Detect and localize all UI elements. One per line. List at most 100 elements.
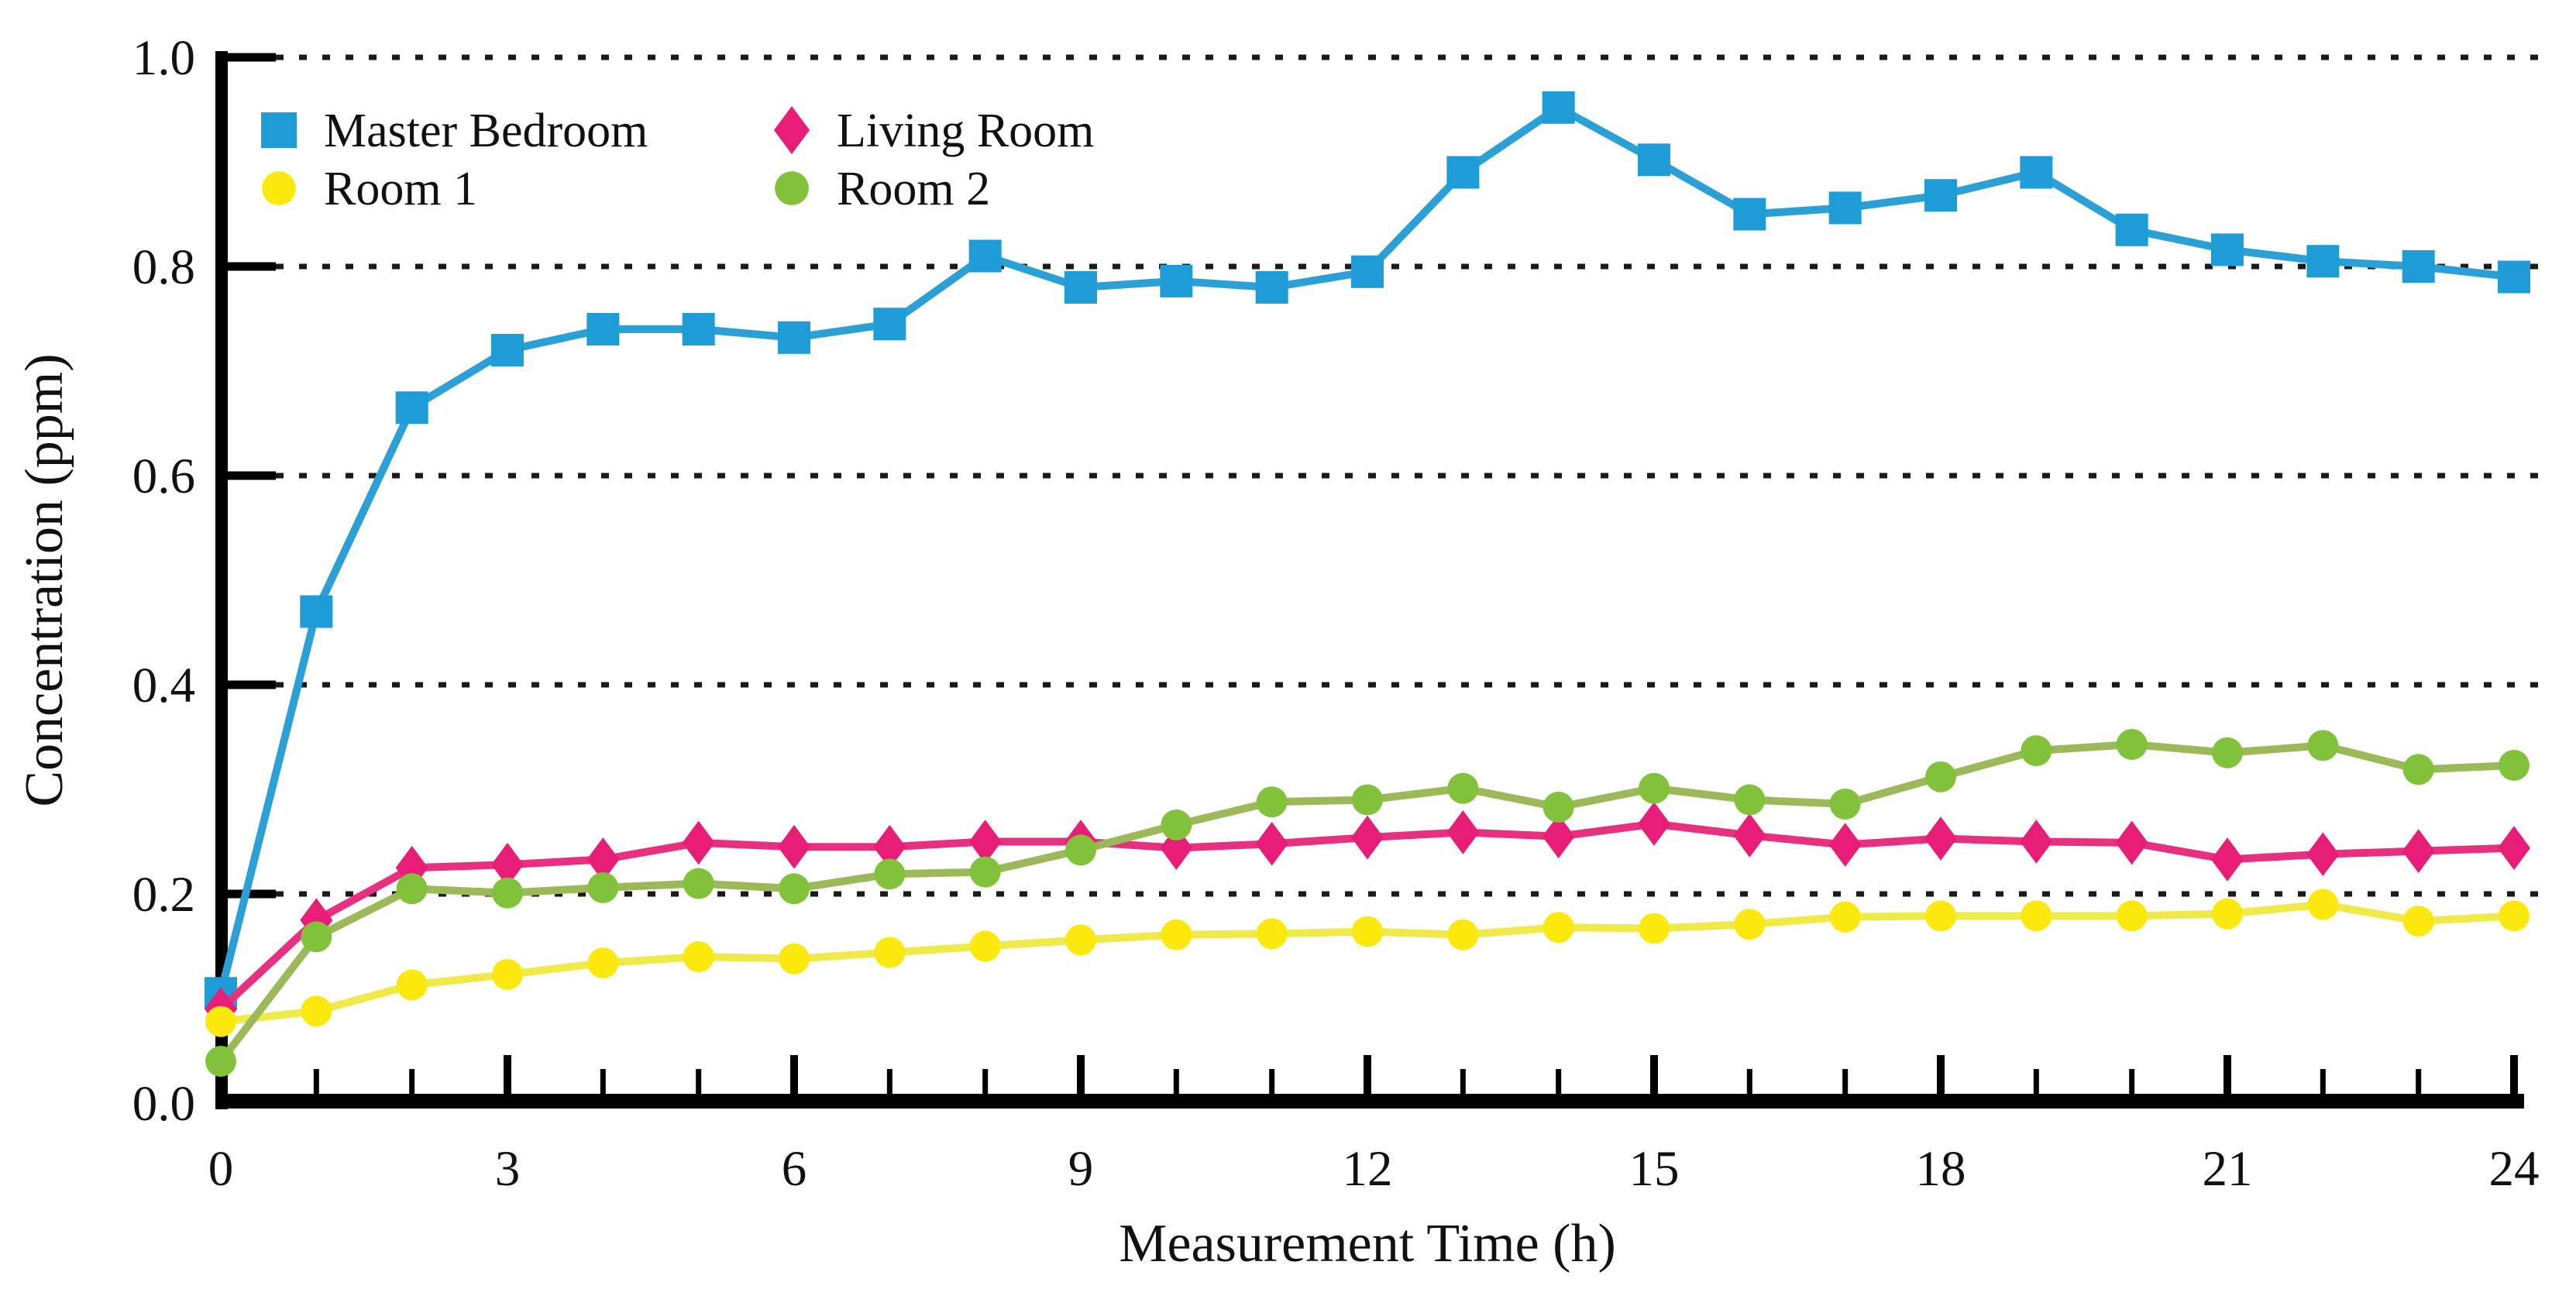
legend-item-room-2: Room 2: [775, 163, 990, 215]
series-living-room-point-5: [682, 820, 715, 865]
series-room-2-point-7: [874, 858, 906, 890]
x-tick-label-21: 21: [2203, 1141, 2253, 1197]
series-room-2-point-20: [2116, 729, 2148, 760]
x-tick-label-24: 24: [2489, 1141, 2540, 1197]
series-room-2-point-19: [2021, 735, 2052, 766]
legend-label-living-room: Living Room: [837, 105, 1094, 157]
series-room-2-point-16: [1734, 784, 1766, 816]
tick-labels: 0.0 0.2 0.4 0.6 0.8 1.0 0 3 6 9 12 15 18 21 24: [132, 30, 2540, 1197]
series-master-bedroom-point-2: [395, 391, 428, 425]
x-axis-spine: [215, 1094, 2524, 1109]
series-living-room-point-23: [2402, 829, 2435, 873]
series-room-1-point-3: [492, 959, 523, 990]
legend-item-master-bedroom: Master Bedroom: [261, 105, 648, 157]
series-room-2-point-5: [683, 868, 714, 899]
series-living-room-point-16: [1733, 813, 1766, 858]
series-room-2-point-10: [1161, 809, 1192, 841]
legend-item-room-1: Room 1: [262, 163, 477, 215]
series-master-bedroom: [205, 91, 2530, 1010]
series-master-bedroom-point-17: [1828, 191, 1862, 225]
series-living-room-point-14: [1542, 814, 1575, 859]
series-room-1-point-1: [301, 995, 332, 1027]
series-room-2-point-6: [779, 873, 810, 905]
series-master-bedroom-point-1: [300, 595, 333, 628]
legend-marker-master-bedroom: [261, 112, 297, 148]
series-room-1-point-16: [1734, 909, 1766, 940]
series-living-room-point-7: [873, 824, 906, 869]
series-room-1-point-12: [1352, 916, 1383, 947]
y-tick-label-0.4: 0.4: [132, 658, 195, 713]
series-living-room-point-22: [2306, 832, 2340, 877]
series-living-room-point-18: [1924, 816, 1957, 861]
series-living-room-point-6: [778, 824, 810, 869]
series-room-1-point-24: [2499, 900, 2530, 932]
series-room-2-point-4: [587, 871, 619, 903]
series-master-bedroom-point-16: [1733, 198, 1766, 231]
gridlines: [229, 54, 2550, 897]
series-room-2-point-18: [1925, 761, 1956, 792]
series-room-1-point-23: [2402, 906, 2434, 937]
y-tick-label-0.2: 0.2: [132, 867, 195, 923]
legend-marker-room-1: [262, 171, 296, 205]
x-tick-label-18: 18: [1916, 1141, 1966, 1197]
series-room-1-point-13: [1447, 919, 1479, 951]
legend-label-room-1: Room 1: [324, 163, 477, 215]
series-living-room-point-19: [2020, 820, 2053, 864]
series-room-2-point-15: [1639, 772, 1670, 804]
legend-marker-room-2: [775, 171, 809, 205]
series-room-1-point-5: [683, 941, 714, 972]
x-tick-label-9: 9: [1068, 1141, 1094, 1197]
series-room-2-point-3: [492, 877, 523, 909]
series-room-2-point-14: [1543, 791, 1574, 823]
series-living-room-point-15: [1638, 802, 1670, 846]
series-room-2-point-11: [1256, 786, 1288, 818]
y-tick-label-0.6: 0.6: [132, 449, 195, 504]
y-axis-spine: [215, 51, 228, 1109]
series-master-bedroom-point-14: [1542, 91, 1575, 124]
series-master-bedroom-point-13: [1446, 156, 1480, 189]
series-room-1-point-9: [1065, 924, 1096, 956]
series-master-bedroom-point-19: [2020, 156, 2053, 189]
legend-label-master-bedroom: Master Bedroom: [324, 105, 648, 157]
series-room-2-point-1: [301, 921, 332, 953]
series-master-bedroom-point-21: [2211, 233, 2244, 266]
x-tick-label-3: 3: [495, 1141, 521, 1197]
series-living-room-point-11: [1255, 821, 1288, 866]
series-room-1-point-7: [874, 937, 906, 968]
series-room-2: [205, 729, 2530, 1077]
series-room-1-point-15: [1639, 913, 1670, 944]
series-master-bedroom-point-4: [586, 313, 620, 345]
y-axis-title: Concentration (ppm): [15, 353, 74, 806]
legend-label-room-2: Room 2: [837, 163, 990, 215]
series-master-bedroom-point-9: [1064, 271, 1097, 304]
legend-item-living-room: Living Room: [774, 105, 1094, 157]
series-room-1-point-8: [969, 930, 1001, 962]
series-room-1-point-22: [2307, 889, 2339, 920]
series-room-1-point-18: [1925, 900, 1956, 932]
series-room-2-point-9: [1065, 834, 1096, 866]
series-room-1-point-19: [2021, 900, 2052, 932]
series-room-1-point-0: [205, 1006, 236, 1037]
series-room-1-point-4: [587, 947, 619, 979]
series-master-bedroom-point-6: [778, 321, 810, 354]
series-living-room-point-4: [586, 837, 620, 882]
series-master-bedroom-point-20: [2115, 213, 2148, 246]
series-master-bedroom-point-8: [968, 239, 1002, 273]
legend-marker-living-room: [774, 105, 810, 155]
series-master-bedroom-point-22: [2306, 245, 2340, 278]
series-room-1-point-11: [1256, 918, 1288, 950]
series-master-bedroom-point-11: [1255, 271, 1288, 304]
series-master-bedroom-point-23: [2402, 250, 2435, 283]
series-room-1-point-14: [1543, 912, 1574, 944]
series-master-bedroom-point-7: [873, 308, 906, 341]
x-tick-label-0: 0: [208, 1141, 234, 1197]
series-living-room-point-17: [1828, 823, 1862, 867]
y-tick-label-0.8: 0.8: [132, 239, 195, 295]
x-tick-label-12: 12: [1343, 1141, 1393, 1197]
series-living-room-point-2: [395, 845, 428, 890]
series-room-2-point-8: [969, 856, 1001, 888]
series-living-room-point-24: [2498, 826, 2530, 870]
x-tick-label-15: 15: [1629, 1141, 1680, 1197]
